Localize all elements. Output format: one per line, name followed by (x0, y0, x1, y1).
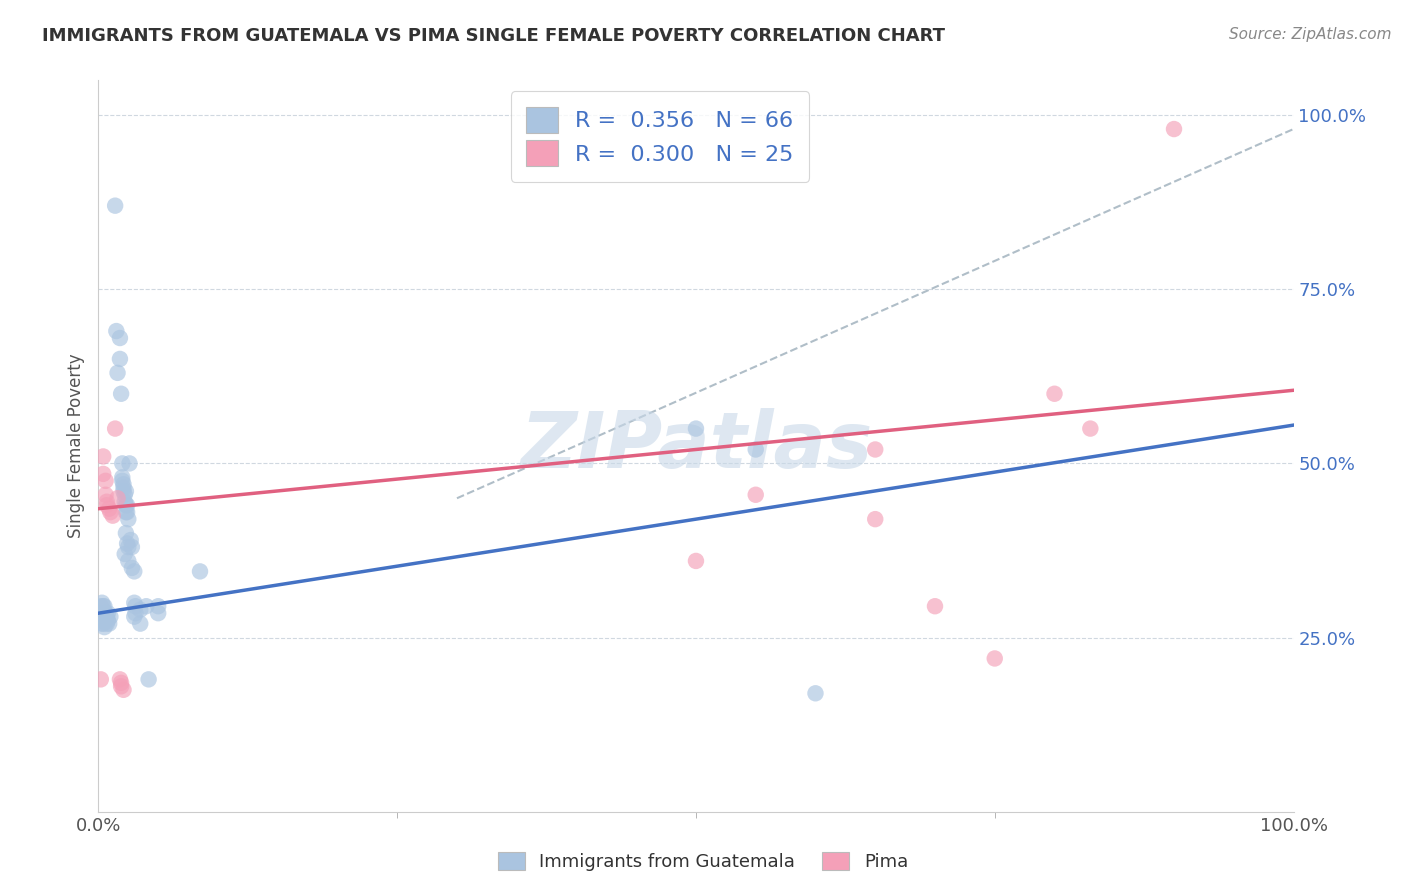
Point (98, 616, 121, 631)
Point (93, 599, 115, 614)
Point (90, 673, 112, 687)
Point (124, 565, 146, 579)
Point (115, 505, 138, 519)
Point (91, 596, 114, 610)
Text: Source: ZipAtlas.com: Source: ZipAtlas.com (1229, 27, 1392, 42)
Y-axis label: Single Female Poverty: Single Female Poverty (66, 354, 84, 538)
Point (111, 470, 134, 484)
Point (110, 676, 132, 690)
Point (745, 442, 768, 457)
Point (114, 547, 136, 561)
Point (93, 620, 115, 634)
Point (98, 505, 122, 519)
Point (91, 599, 114, 614)
Point (96, 616, 118, 631)
Point (188, 565, 211, 579)
Point (112, 481, 135, 495)
Point (94, 488, 117, 502)
Point (97, 613, 120, 627)
Point (124, 599, 146, 614)
Point (91, 467, 114, 481)
Point (110, 679, 132, 693)
Point (96, 494, 118, 508)
Point (745, 488, 768, 502)
Point (91, 609, 114, 624)
Point (124, 609, 146, 624)
Point (865, 512, 887, 526)
Point (129, 603, 152, 617)
Point (924, 599, 946, 614)
Point (1043, 386, 1066, 401)
Legend: R =  0.356   N = 66, R =  0.300   N = 25: R = 0.356 N = 66, R = 0.300 N = 25 (510, 91, 810, 182)
Point (91, 613, 114, 627)
Point (115, 526, 138, 541)
Point (110, 386, 132, 401)
Point (114, 494, 136, 508)
Point (804, 686, 827, 700)
Point (865, 442, 887, 457)
Point (93, 613, 115, 627)
Text: ZIPatlas: ZIPatlas (520, 408, 872, 484)
Point (148, 599, 170, 614)
Point (135, 599, 157, 614)
Point (112, 477, 135, 491)
Point (97, 606, 120, 620)
Point (111, 457, 134, 471)
Point (115, 498, 138, 512)
Point (124, 606, 146, 620)
Point (107, 491, 129, 506)
Legend: Immigrants from Guatemala, Pima: Immigrants from Guatemala, Pima (491, 845, 915, 879)
Point (90, 599, 112, 614)
Point (124, 596, 146, 610)
Point (115, 536, 138, 550)
Point (91, 616, 114, 631)
Point (111, 474, 134, 488)
Point (94, 474, 117, 488)
Point (685, 421, 707, 435)
Point (138, 673, 160, 687)
Point (91, 609, 114, 624)
Point (984, 651, 1007, 665)
Point (96, 498, 118, 512)
Point (121, 561, 143, 575)
Point (685, 554, 707, 568)
Point (91, 616, 114, 631)
Point (108, 351, 131, 366)
Point (105, 324, 128, 338)
Point (98, 501, 121, 516)
Point (118, 457, 141, 471)
Point (96, 609, 118, 624)
Point (93, 606, 115, 620)
Point (117, 540, 139, 554)
Point (90, 606, 112, 620)
Point (121, 540, 143, 554)
Point (148, 606, 170, 620)
Point (108, 673, 131, 687)
Point (94, 606, 117, 620)
Point (112, 484, 135, 499)
Point (94, 613, 117, 627)
Point (129, 616, 152, 631)
Point (104, 199, 127, 213)
Point (91, 450, 114, 464)
Point (104, 421, 127, 435)
Point (112, 682, 135, 697)
Point (115, 505, 138, 519)
Point (107, 366, 129, 380)
Point (114, 488, 136, 502)
Point (115, 484, 138, 499)
Point (1163, 122, 1185, 136)
Point (1080, 421, 1102, 435)
Point (117, 512, 139, 526)
Point (120, 533, 142, 547)
Point (117, 554, 139, 568)
Point (101, 508, 124, 523)
Point (108, 331, 131, 345)
Point (91, 613, 114, 627)
Point (98, 609, 122, 624)
Point (115, 498, 138, 512)
Text: IMMIGRANTS FROM GUATEMALA VS PIMA SINGLE FEMALE POVERTY CORRELATION CHART: IMMIGRANTS FROM GUATEMALA VS PIMA SINGLE… (42, 27, 945, 45)
